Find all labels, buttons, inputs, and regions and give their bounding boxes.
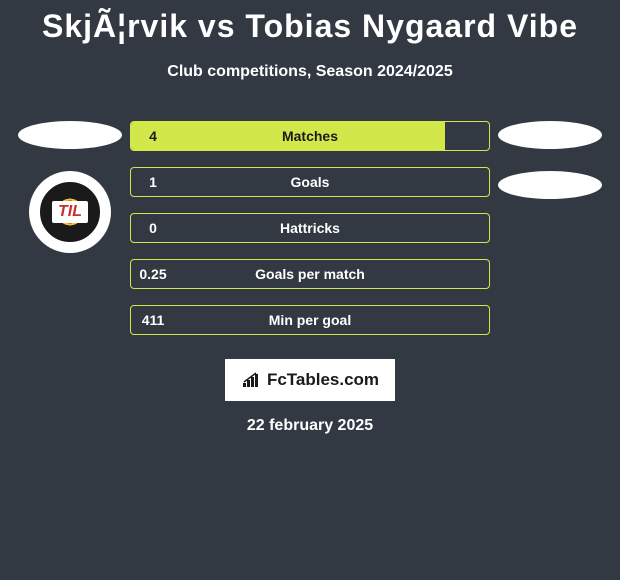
stat-label: Goals xyxy=(175,168,445,196)
stat-row-hattricks: 0 Hattricks xyxy=(130,213,490,243)
stat-left-value: 0 xyxy=(131,214,175,242)
stat-label: Min per goal xyxy=(175,306,445,334)
stat-row-matches: 4 Matches xyxy=(130,121,490,151)
comparison-title: SkjÃ¦rvik vs Tobias Nygaard Vibe xyxy=(0,8,620,45)
player-right-ellipse-1 xyxy=(498,121,602,149)
right-player-column xyxy=(490,121,610,199)
stat-right-value xyxy=(445,260,489,288)
stat-label: Goals per match xyxy=(175,260,445,288)
stat-left-value: 1 xyxy=(131,168,175,196)
season-subtitle: Club competitions, Season 2024/2025 xyxy=(0,63,620,81)
player-right-ellipse-2 xyxy=(498,171,602,199)
branding-badge: FcTables.com xyxy=(225,359,395,401)
main-row: TIL 4 Matches 1 Goals 0 Hattricks 0.25 xyxy=(0,121,620,335)
stat-left-value: 4 xyxy=(131,122,175,150)
left-player-column: TIL xyxy=(10,121,130,253)
stats-column: 4 Matches 1 Goals 0 Hattricks 0.25 Goals… xyxy=(130,121,490,335)
stat-label: Hattricks xyxy=(175,214,445,242)
stat-label: Matches xyxy=(175,122,445,150)
stat-left-value: 0.25 xyxy=(131,260,175,288)
stat-row-goals-per-match: 0.25 Goals per match xyxy=(130,259,490,289)
club-logo-graphic: TIL xyxy=(40,182,100,242)
infographic-container: SkjÃ¦rvik vs Tobias Nygaard Vibe Club co… xyxy=(0,0,620,435)
stat-row-min-per-goal: 411 Min per goal xyxy=(130,305,490,335)
stat-right-value xyxy=(445,168,489,196)
club-logo-left: TIL xyxy=(29,171,111,253)
player-left-ellipse xyxy=(18,121,122,149)
chart-icon xyxy=(241,371,263,389)
brand-text: FcTables.com xyxy=(267,370,379,390)
stat-left-value: 411 xyxy=(131,306,175,334)
date-text: 22 february 2025 xyxy=(0,417,620,435)
stat-right-value xyxy=(445,214,489,242)
club-logo-text: TIL xyxy=(52,201,88,223)
stat-right-value xyxy=(445,122,489,150)
stat-row-goals: 1 Goals xyxy=(130,167,490,197)
stat-right-value xyxy=(445,306,489,334)
